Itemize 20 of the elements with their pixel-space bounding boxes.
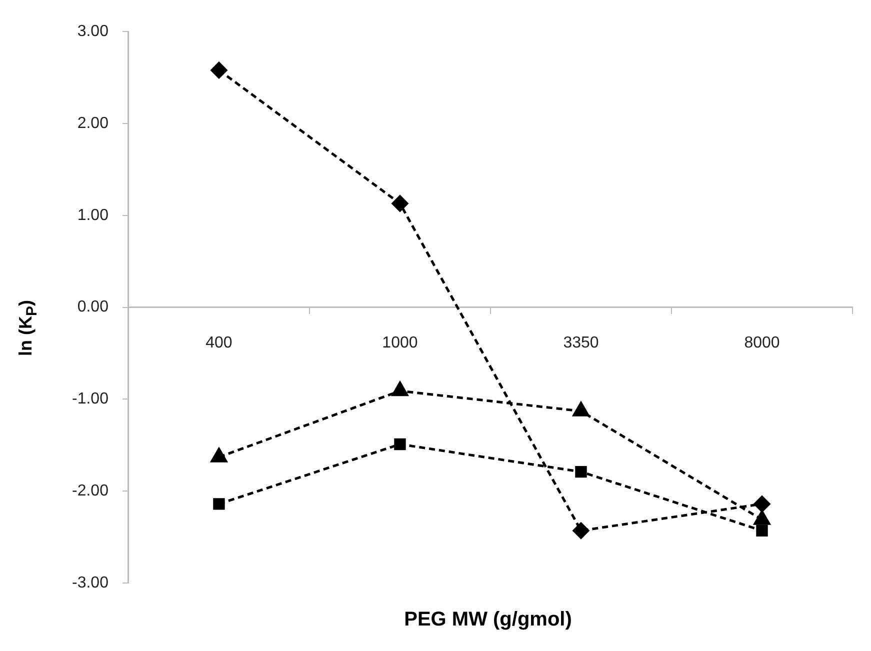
x-tick-label: 1000 [382, 334, 418, 352]
point [394, 438, 406, 450]
y-tick-label: -2.00 [72, 482, 109, 500]
point [754, 496, 770, 512]
point [575, 466, 587, 478]
y-tick-label: -3.00 [72, 574, 109, 592]
x-tick-label: 400 [206, 334, 232, 352]
x-tick-label: 8000 [744, 334, 780, 352]
y-tick-label: 3.00 [77, 23, 109, 40]
y-tick-label: 1.00 [77, 206, 109, 224]
y-tick-label: 2.00 [77, 114, 109, 132]
y-tick-label: 0.00 [77, 298, 109, 316]
point [392, 195, 408, 212]
point [572, 522, 590, 539]
x-axis-title: PEG MW (g/gmol) [404, 608, 572, 632]
point [210, 62, 228, 78]
point [756, 524, 768, 536]
point [213, 498, 225, 510]
y-tick-label: -1.00 [72, 390, 109, 408]
x-tick-label: 3350 [563, 334, 599, 352]
